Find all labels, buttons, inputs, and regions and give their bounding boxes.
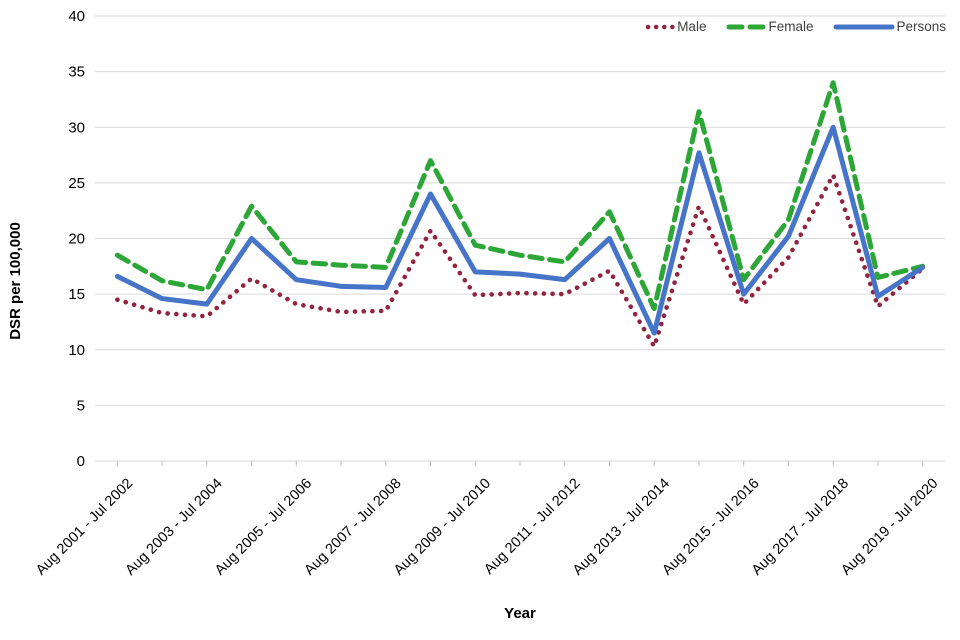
y-tick-label: 20 xyxy=(68,231,85,248)
y-tick-label: 15 xyxy=(68,286,85,303)
x-tick-label: Aug 2003 - Jul 2004 xyxy=(123,476,226,579)
x-tick-label: Aug 2011 - Jul 2012 xyxy=(481,476,583,578)
x-tick-label: Aug 2001 - Jul 2002 xyxy=(33,476,136,579)
legend-label-persons: Persons xyxy=(896,19,946,34)
y-tick-label: 30 xyxy=(68,119,85,136)
legend-item-persons: Persons xyxy=(833,20,946,34)
legend-item-female: Female xyxy=(726,20,813,34)
x-tick-label: Aug 2009 - Jul 2010 xyxy=(391,476,494,579)
y-tick-label: 25 xyxy=(68,175,85,192)
y-tick-label: 5 xyxy=(77,397,85,414)
legend: Male Female Persons xyxy=(644,20,946,34)
persons-solid-marker-icon xyxy=(833,24,895,30)
x-axis-title: Year xyxy=(504,605,536,622)
legend-label-male: Male xyxy=(677,19,707,34)
x-tick-label: Aug 2015 - Jul 2016 xyxy=(659,476,762,579)
x-tick-label: Aug 2005 - Jul 2006 xyxy=(212,476,315,579)
series-line-persons xyxy=(114,124,926,336)
series-line-female xyxy=(114,80,926,312)
y-tick-label: 0 xyxy=(77,453,85,470)
legend-label-female: Female xyxy=(768,19,814,34)
x-tick-label: Aug 2019 - Jul 2020 xyxy=(838,476,941,579)
y-tick-label: 10 xyxy=(68,342,85,359)
legend-item-male: Male xyxy=(644,20,706,34)
male-dotted-marker-icon xyxy=(645,24,676,29)
y-tick-label: 40 xyxy=(68,8,85,25)
y-tick-label: 35 xyxy=(68,64,85,81)
x-tick-label: Aug 2007 - Jul 2008 xyxy=(302,476,405,579)
gridlines-group xyxy=(95,15,945,462)
axis-ticks-group xyxy=(116,461,924,466)
x-tick-label: Aug 2017 - Jul 2018 xyxy=(749,476,852,579)
series-lines-group xyxy=(114,80,926,349)
y-axis-title: DSR per 100,000 xyxy=(7,222,24,340)
series-line-male xyxy=(115,172,925,349)
female-dashed-marker-icon xyxy=(726,24,768,30)
x-tick-label: Aug 2013 - Jul 2014 xyxy=(570,476,673,579)
